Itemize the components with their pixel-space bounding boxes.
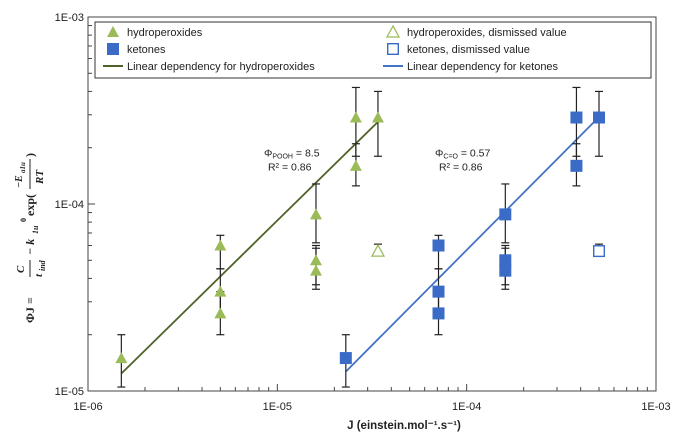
data-point — [309, 208, 322, 220]
legend-label: ketones, dismissed value — [407, 44, 530, 56]
legend-label: hydroperoxides, dismissed value — [407, 27, 567, 39]
y-tick-label: 1E-05 — [55, 386, 84, 398]
phi-symbol: Φ — [435, 147, 443, 159]
legend-marker — [387, 43, 400, 56]
legend-label: Linear dependency for ketones — [407, 61, 559, 73]
data-point — [214, 285, 227, 297]
legend-item: ketones, dismissed value — [387, 43, 530, 56]
y-title-close-paren: ) — [23, 153, 37, 157]
trend-line — [345, 119, 597, 373]
data-point — [570, 111, 583, 124]
y-tick-label: 1E-03 — [55, 12, 84, 24]
x-tick-label: 1E-05 — [263, 401, 292, 413]
y-title-k-sup: 0 — [19, 218, 28, 222]
y-title-k-sub: 1u — [31, 225, 40, 234]
data-point — [432, 239, 445, 252]
phi-value: = 0.57 — [458, 147, 491, 159]
data-point — [309, 254, 322, 266]
data-point — [499, 264, 512, 277]
x-tick-label: 1E-06 — [73, 401, 102, 413]
y-title-c: C — [15, 265, 27, 273]
legend-label: hydroperoxides — [127, 27, 203, 39]
data-point — [214, 239, 227, 251]
legend-item: hydroperoxides — [107, 26, 203, 39]
legend-marker — [385, 24, 401, 38]
phi-symbol: Φ — [264, 147, 272, 159]
fit-annotation-phi: ΦC=O = 0.57 — [435, 147, 491, 160]
legend-label: ketones — [127, 44, 166, 56]
y-title-ea: −E — [14, 175, 25, 188]
fit-annotation-phi: ΦPOOH = 8.5 — [264, 147, 320, 160]
phi-value: = 8.5 — [293, 147, 320, 159]
legend-box — [94, 21, 652, 79]
trend-line — [120, 121, 379, 375]
data-point — [371, 111, 384, 123]
y-title-t: t — [33, 273, 45, 277]
phi-subscript: POOH — [272, 153, 293, 160]
data-point — [499, 208, 512, 221]
legend-item: Linear dependency for hydroperoxides — [103, 61, 315, 73]
data-point — [499, 254, 512, 267]
y-tick-label: 1E-04 — [55, 199, 84, 211]
data-point — [370, 243, 386, 257]
y-title-ea-sub: a1u — [19, 162, 27, 173]
legend-item: ketones — [107, 43, 166, 56]
data-point — [570, 159, 583, 172]
data-point — [339, 352, 352, 365]
y-title-rt: RT — [34, 169, 46, 185]
legend-label: Linear dependency for hydroperoxides — [127, 61, 315, 73]
fit-annotation-r2: R² = 0.86 — [268, 161, 312, 173]
x-tick-label: 1E-03 — [641, 401, 670, 413]
legend-marker — [107, 43, 119, 55]
legend-marker — [107, 26, 119, 37]
data-point — [593, 245, 606, 258]
x-tick-label: 1E-04 — [452, 401, 481, 413]
y-axis-title: ΦJ = C t ind − k 1u 0 exp( −E a1u RT ) — [14, 153, 47, 323]
data-point — [349, 159, 362, 171]
fit-annotation-r2: R² = 0.86 — [439, 161, 483, 173]
data-point — [115, 352, 128, 364]
data-point — [432, 285, 445, 298]
legend-item: Linear dependency for ketones — [383, 61, 559, 73]
data-point — [349, 111, 362, 123]
y-title-t-sub: ind — [38, 259, 47, 271]
y-title-lhs: ΦJ = — [23, 297, 37, 323]
data-point — [432, 307, 445, 320]
y-title-exp: exp( — [23, 194, 37, 216]
x-axis-title: J (einstein.mol⁻¹.s⁻¹) — [347, 420, 461, 432]
data-point — [309, 264, 322, 276]
data-point — [214, 307, 227, 319]
y-title-minus-k: − k — [23, 239, 37, 255]
data-point — [593, 111, 606, 124]
legend-item: hydroperoxides, dismissed value — [385, 24, 567, 39]
phi-subscript: C=O — [443, 153, 458, 160]
